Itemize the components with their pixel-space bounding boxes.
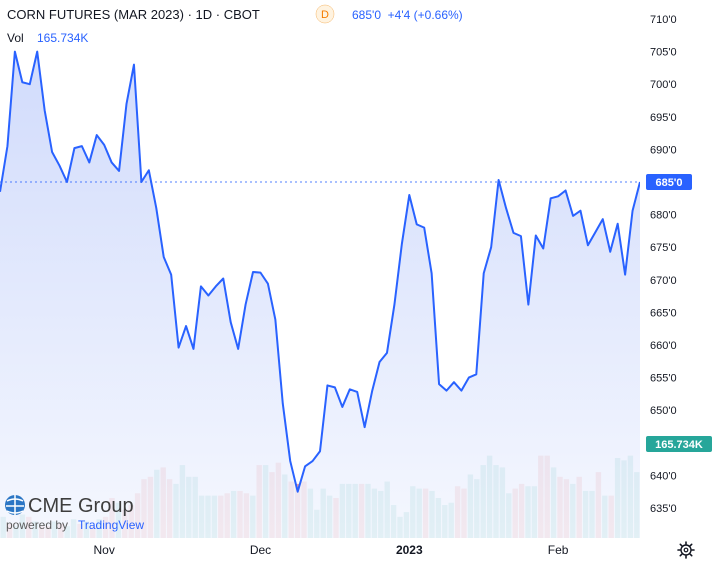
price-tick-label: 655'0 — [650, 373, 677, 385]
price-tick-label: 675'0 — [650, 242, 677, 254]
price-tick-label: 710'0 — [650, 14, 677, 26]
price-tick-label: 660'0 — [650, 340, 677, 352]
logo-powered-by: powered by — [6, 518, 68, 532]
price-area — [0, 51, 640, 538]
volume-label: Vol — [7, 31, 24, 45]
last-price-tag: 685'0 — [646, 174, 692, 190]
price-series — [0, 50, 640, 538]
logo-name: CME Group — [28, 495, 134, 517]
d-badge-icon[interactable]: D — [315, 4, 335, 24]
badge-letter: D — [321, 9, 329, 21]
last-volume-tag: 165.734K — [646, 436, 712, 452]
logo-brand: TradingView — [78, 518, 144, 532]
time-tick-label: Dec — [250, 543, 271, 557]
price-tick-label: 705'0 — [650, 47, 677, 59]
time-axis[interactable]: Nov Dec 2023 Feb — [94, 543, 569, 557]
last-price-tag-label: 685'0 — [655, 177, 682, 189]
price-tick-label: 690'0 — [650, 144, 677, 156]
price-tick-label: 670'0 — [650, 275, 677, 287]
chart-title: CORN FUTURES (MAR 2023) · 1D · CBOT — [7, 7, 260, 22]
price-tick-label: 695'0 — [650, 112, 677, 124]
price-tick-label: 700'0 — [650, 79, 677, 91]
time-tick-label: Nov — [94, 543, 115, 557]
price-tick-label: 640'0 — [650, 470, 677, 482]
price-line[interactable] — [0, 50, 640, 493]
price-tick-label: 665'0 — [650, 307, 677, 319]
price-change-readout: 685'0 +4'4 (+0.66%) — [352, 8, 463, 22]
gear-icon[interactable] — [677, 541, 695, 559]
price-tick-label: 635'0 — [650, 503, 677, 515]
time-tick-label: 2023 — [396, 543, 423, 557]
volume-value: 165.734K — [37, 31, 88, 45]
time-tick-label: Feb — [548, 543, 569, 557]
price-tick-label: 680'0 — [650, 210, 677, 222]
cme-globe-icon — [5, 495, 25, 515]
last-volume-tag-label: 165.734K — [655, 439, 703, 451]
price-tick-label: 650'0 — [650, 405, 677, 417]
cme-logo[interactable]: CME Group powered by TradingView — [5, 495, 144, 532]
